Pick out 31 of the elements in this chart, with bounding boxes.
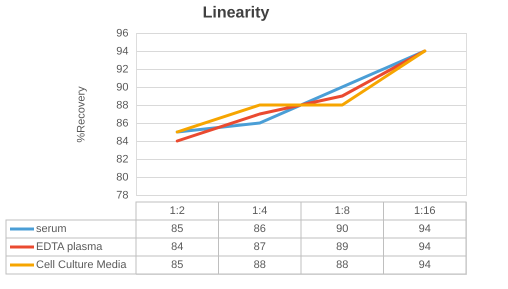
x-tick-label: 1:2 [170,205,185,217]
y-tick-label: 80 [116,172,128,184]
data-label: 85 [171,259,184,271]
data-label: 84 [171,241,184,253]
y-tick-label: 88 [116,100,128,112]
x-tick-label: 1:8 [334,205,350,217]
legend-label: Cell Culture Media [36,259,128,271]
y-tick-label: 92 [116,64,128,76]
data-label: 90 [336,223,348,235]
y-tick-label: 84 [116,136,128,148]
data-label: 89 [336,241,348,253]
y-tick-label: 86 [116,118,128,130]
y-tick-label: 82 [116,154,128,166]
chart-title: Linearity [202,4,270,22]
x-tick-label: 1:4 [252,205,268,217]
y-tick-label: 78 [116,190,128,202]
y-tick-label: 96 [116,28,128,40]
x-tick-label: 1:16 [414,205,436,217]
data-label: 87 [254,241,266,253]
data-label: 86 [254,223,266,235]
y-tick-label: 94 [116,46,128,58]
data-label: 88 [254,259,266,271]
data-label: 88 [336,259,348,271]
y-axis-title: %Recovery [75,86,88,143]
data-label: 94 [418,241,431,253]
y-tick-label: 90 [116,82,128,94]
data-label: 94 [418,259,431,271]
data-label: 94 [418,223,431,235]
data-label: 85 [171,223,184,235]
legend-label: EDTA plasma [36,241,104,253]
legend-label: serum [36,223,67,235]
